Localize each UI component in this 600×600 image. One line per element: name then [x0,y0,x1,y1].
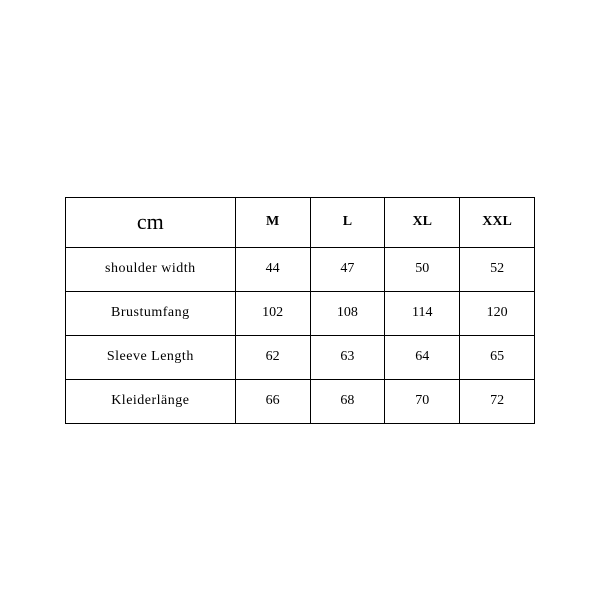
column-header-xl: XL [385,197,460,247]
data-cell: 68 [310,379,385,423]
data-cell: 62 [235,335,310,379]
data-cell: 52 [460,247,535,291]
data-cell: 64 [385,335,460,379]
data-cell: 102 [235,291,310,335]
column-header-l: L [310,197,385,247]
row-label: Kleiderlänge [66,379,236,423]
data-cell: 63 [310,335,385,379]
unit-label-cell: cm [66,197,236,247]
data-cell: 65 [460,335,535,379]
data-cell: 66 [235,379,310,423]
row-label: shoulder width [66,247,236,291]
column-header-m: M [235,197,310,247]
data-cell: 50 [385,247,460,291]
table-row: shoulder width 44 47 50 52 [66,247,535,291]
table-row: Sleeve Length 62 63 64 65 [66,335,535,379]
table-row: Brustumfang 102 108 114 120 [66,291,535,335]
data-cell: 47 [310,247,385,291]
data-cell: 72 [460,379,535,423]
data-cell: 70 [385,379,460,423]
row-label: Sleeve Length [66,335,236,379]
data-cell: 120 [460,291,535,335]
row-label: Brustumfang [66,291,236,335]
data-cell: 44 [235,247,310,291]
table-header-row: cm M L XL XXL [66,197,535,247]
table-row: Kleiderlänge 66 68 70 72 [66,379,535,423]
size-chart-container: cm M L XL XXL shoulder width 44 47 50 52… [65,197,535,424]
data-cell: 108 [310,291,385,335]
column-header-xxl: XXL [460,197,535,247]
size-chart-table: cm M L XL XXL shoulder width 44 47 50 52… [65,197,535,424]
data-cell: 114 [385,291,460,335]
